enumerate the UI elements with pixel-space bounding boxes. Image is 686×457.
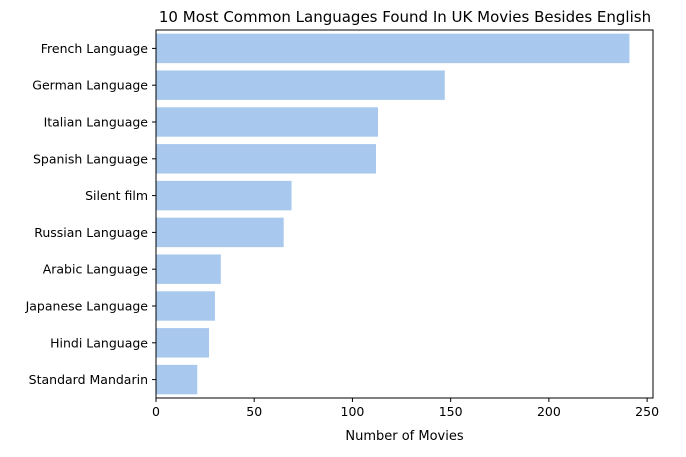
y-tick-label: Spanish Language — [33, 151, 148, 166]
bar-french-language — [156, 33, 630, 64]
y-tick-label: Silent film — [85, 188, 148, 203]
bar-spanish-language — [156, 144, 377, 174]
bar-standard-mandarin — [156, 364, 198, 395]
y-tick-label: Hindi Language — [50, 335, 148, 350]
bar-japanese-language — [156, 291, 215, 321]
y-tick-label: German Language — [32, 78, 148, 93]
x-tick-label: 0 — [152, 404, 160, 419]
y-tick-label: Russian Language — [34, 225, 148, 240]
x-axis-label: Number of Movies — [345, 429, 463, 444]
x-tick-label: 200 — [537, 404, 561, 419]
chart-title: 10 Most Common Languages Found In UK Mov… — [159, 8, 651, 26]
plot-frame — [155, 29, 654, 399]
bar-italian-language — [156, 107, 378, 137]
bar-german-language — [156, 70, 445, 100]
bar-hindi-language — [156, 328, 210, 358]
y-tick-label: French Language — [41, 41, 149, 56]
x-axis-ticks: 0 50 100 150 200 250 — [152, 398, 659, 419]
bar-russian-language — [156, 217, 284, 248]
bar-arabic-language — [156, 254, 221, 284]
x-tick-label: 100 — [341, 404, 365, 419]
x-tick-label: 50 — [246, 404, 262, 419]
y-tick-label: Standard Mandarin — [29, 372, 148, 387]
y-tick-label: Arabic Language — [43, 262, 149, 277]
y-axis-ticks: French Language German Language Italian La… — [25, 41, 156, 387]
x-tick-label: 150 — [439, 404, 463, 419]
y-tick-label: Japanese Language — [25, 299, 149, 314]
bars-layer — [156, 33, 630, 395]
bar-silent-film — [156, 180, 292, 211]
x-tick-label: 250 — [635, 404, 659, 419]
y-tick-label: Italian Language — [44, 115, 149, 130]
